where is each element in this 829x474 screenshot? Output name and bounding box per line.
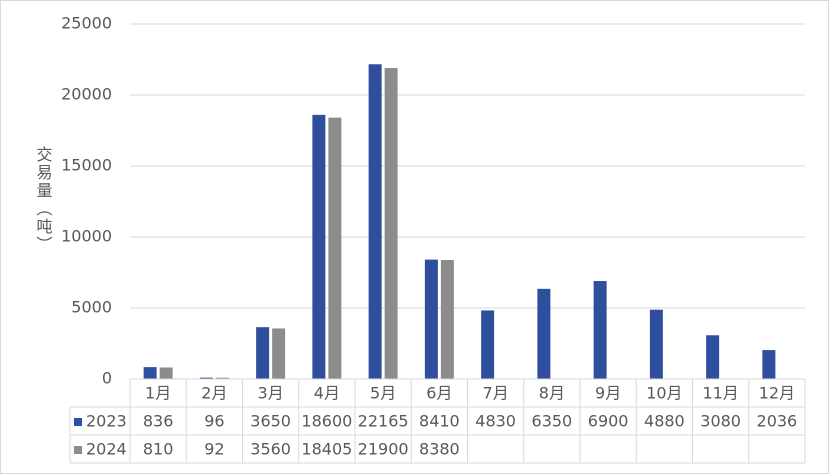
table-value: 92	[204, 440, 224, 459]
x-tick-label: 11月	[702, 384, 738, 403]
bar	[199, 377, 213, 379]
bar	[384, 68, 398, 380]
bar	[256, 327, 270, 379]
table-value: 3650	[250, 412, 291, 431]
table-value: 6350	[532, 412, 573, 431]
bar	[272, 328, 286, 379]
bar	[424, 259, 438, 379]
y-tick-label: 20000	[61, 85, 112, 104]
bar	[328, 117, 342, 380]
legend-key	[74, 418, 82, 426]
x-tick-label: 6月	[426, 384, 452, 403]
legend-label: 2024	[86, 440, 127, 459]
x-tick-label: 1月	[145, 384, 171, 403]
x-tick-label: 12月	[759, 384, 795, 403]
table-value: 18600	[301, 412, 352, 431]
table-value: 22165	[358, 412, 409, 431]
x-tick-label: 7月	[483, 384, 509, 403]
x-tick-label: 5月	[370, 384, 396, 403]
table-value: 96	[204, 412, 224, 431]
bar	[368, 64, 382, 379]
table-value: 3560	[250, 440, 291, 459]
bar	[706, 335, 720, 379]
y-tick-label: 10000	[61, 227, 112, 246]
bar	[481, 310, 495, 379]
table-value: 21900	[358, 440, 409, 459]
bar	[762, 350, 776, 379]
y-tick-label: 0	[102, 369, 112, 388]
x-tick-label: 2月	[201, 384, 227, 403]
x-tick-label: 8月	[539, 384, 565, 403]
table-value: 6900	[588, 412, 629, 431]
table-value: 4830	[475, 412, 516, 431]
bar	[440, 260, 454, 379]
bar	[537, 288, 551, 379]
x-tick-label: 4月	[314, 384, 340, 403]
bar	[215, 377, 229, 379]
table-value: 836	[143, 412, 174, 431]
y-axis-label: 交易量（吨）	[34, 146, 53, 254]
legend-key	[74, 446, 82, 454]
y-tick-label: 5000	[71, 298, 112, 317]
table-value: 4880	[644, 412, 685, 431]
bar	[143, 367, 157, 379]
y-tick-label: 15000	[61, 156, 112, 175]
x-tick-label: 9月	[595, 384, 621, 403]
bar	[159, 367, 173, 379]
table-value: 810	[143, 440, 174, 459]
x-tick-label: 10月	[646, 384, 682, 403]
table-value: 8380	[419, 440, 460, 459]
table-value: 18405	[301, 440, 352, 459]
bar	[649, 309, 663, 379]
legend-label: 2023	[86, 412, 127, 431]
x-tick-label: 3月	[258, 384, 284, 403]
table-value: 3080	[700, 412, 741, 431]
table-value: 8410	[419, 412, 460, 431]
y-tick-label: 25000	[61, 14, 112, 33]
bar	[312, 114, 326, 379]
table-value: 2036	[757, 412, 798, 431]
bar	[593, 281, 607, 379]
